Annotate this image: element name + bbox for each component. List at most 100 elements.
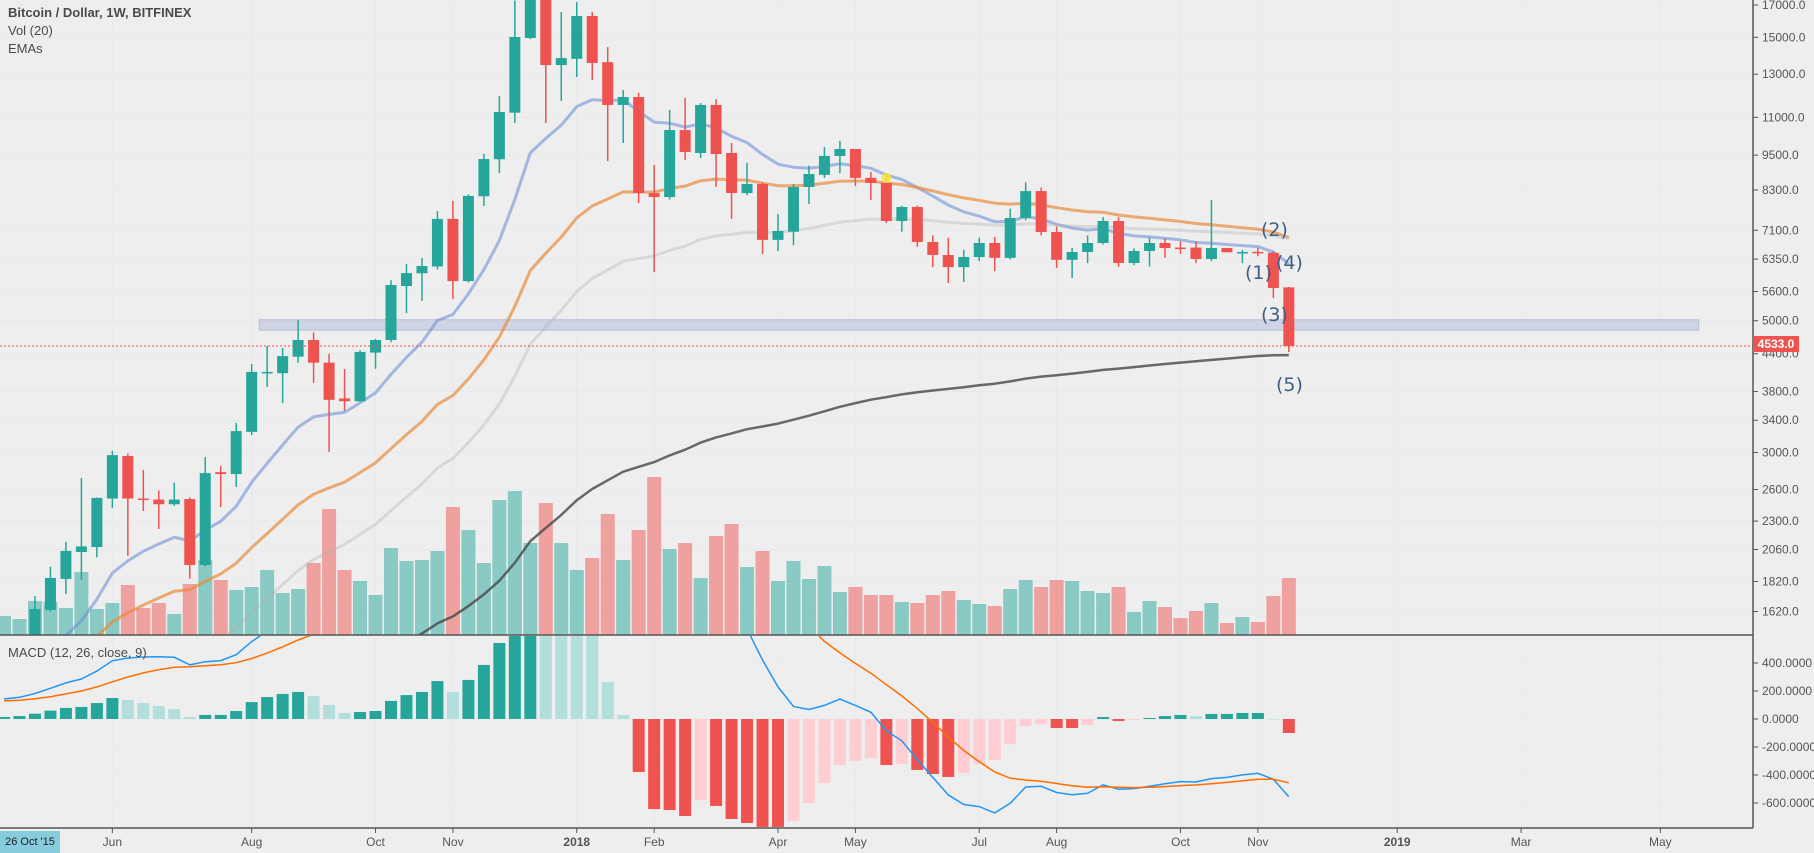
macd-histogram-bar [245, 702, 258, 719]
macd-histogram-bar [1267, 719, 1280, 720]
price-axis[interactable]: 17000.0 15000.0 13000.0 11000.0 9500.0 8300.0… [1753, 0, 1806, 619]
macd-histogram-bar [13, 716, 26, 719]
macd-histogram-bar [663, 719, 676, 810]
macd-histogram-bar [926, 719, 939, 775]
macd-histogram-bar [1035, 719, 1048, 725]
macd-tick-label: 400.0000 [1762, 656, 1812, 670]
ema-indicator-label[interactable]: EMAs [8, 41, 43, 56]
macd-histogram-bar [338, 712, 351, 719]
volume-bar [244, 587, 259, 635]
volume-bar [353, 581, 368, 635]
volume-bar [631, 530, 646, 635]
time-axis[interactable]: Jun Aug Oct Nov 2018 Feb Apr May Jul Aug Oct Nov 201… [103, 828, 1672, 849]
wave-label-1[interactable]: (1) [1245, 262, 1272, 284]
macd-histogram-bar [307, 696, 320, 719]
macd-histogram-bar [493, 642, 506, 719]
macd-histogram-bar [849, 719, 862, 761]
macd-histogram-bar [864, 719, 877, 759]
candle-body [292, 340, 304, 357]
candle-body [555, 58, 567, 66]
candle-body [153, 499, 165, 505]
price-tick-label: 13000.0 [1762, 67, 1806, 81]
candle-body [989, 243, 1001, 258]
wave-label-3[interactable]: (3) [1261, 304, 1288, 326]
time-tick-label: May [1649, 835, 1672, 849]
price-tick-label: 2060.0 [1762, 543, 1799, 557]
candle-body [370, 340, 382, 353]
volume-bar [817, 566, 832, 635]
candle-body [416, 266, 428, 274]
volume-bar [136, 608, 151, 635]
candle-body [726, 152, 738, 193]
volume-bar [662, 549, 677, 635]
macd-histogram-bar [59, 707, 72, 719]
macd-histogram-bar [942, 719, 955, 777]
time-tick-label: Oct [366, 835, 385, 849]
volume-bar [12, 619, 27, 635]
candle-body [1267, 252, 1279, 288]
time-tick-label: 2019 [1384, 835, 1411, 849]
volume-bar [616, 560, 631, 635]
candle-body [323, 362, 335, 400]
last-price-label: 4533.0 [1753, 336, 1799, 352]
macd-tick-label: -600.0000 [1762, 796, 1814, 810]
macd-histogram-bar [90, 703, 103, 719]
volume-bar [523, 543, 538, 635]
volume-bar [74, 572, 89, 635]
volume-bar [755, 551, 770, 635]
candle-body [137, 498, 149, 501]
macd-histogram-bar [911, 719, 924, 770]
macd-histogram-bar [679, 719, 692, 817]
volume-bar [1219, 623, 1234, 635]
candle-body [1097, 220, 1109, 244]
volume-bar [476, 563, 491, 635]
macd-histogram-bar [0, 717, 10, 719]
candle-body [602, 62, 614, 105]
volume-bar [120, 585, 135, 635]
macd-histogram-bar [214, 714, 227, 719]
volume-bar [925, 595, 940, 635]
support-zone[interactable] [258, 319, 1700, 331]
time-tick-label: Mar [1511, 835, 1532, 849]
volume-bar [678, 543, 693, 635]
wave-label-4[interactable]: (4) [1276, 252, 1303, 274]
volume-bar [647, 477, 662, 635]
volume-bar [910, 603, 925, 635]
time-tick-label: 2018 [563, 835, 590, 849]
price-tick-label: 9500.0 [1762, 148, 1799, 162]
price-tick-label: 3000.0 [1762, 446, 1799, 460]
price-tick-label: 17000.0 [1762, 0, 1806, 12]
volume-bar [801, 579, 816, 635]
macd-tick-label: -200.0000 [1762, 740, 1814, 754]
wave-label-5[interactable]: (5) [1276, 374, 1303, 396]
macd-histogram-bar [539, 636, 552, 719]
volume-bar [786, 561, 801, 635]
volume-bar [167, 614, 182, 635]
wave-label-2[interactable]: (2) [1261, 219, 1288, 241]
ema-13-line [64, 98, 1290, 635]
macd-histogram-bar [1174, 714, 1187, 719]
candle-body [849, 148, 861, 178]
candle-body [648, 193, 660, 198]
time-tick-label: Oct [1171, 835, 1190, 849]
macd-histogram-bar [1143, 718, 1156, 719]
symbol-title[interactable]: Bitcoin / Dollar, 1W, BITFINEX [8, 5, 192, 20]
volume-bar [1142, 601, 1157, 635]
macd-histogram-bar [230, 711, 243, 719]
candle-body [571, 16, 583, 59]
volume-bar [198, 560, 213, 635]
macd-histogram-bar [354, 712, 367, 719]
macd-histogram-bar [880, 719, 893, 766]
macd-indicator-label[interactable]: MACD (12, 26, close, 9) [8, 645, 147, 660]
volume-indicator-label[interactable]: Vol (20) [8, 23, 53, 38]
macd-histogram-bar [385, 700, 397, 719]
macd-legend[interactable]: MACD (12, 26, close, 9) [8, 644, 147, 662]
macd-axis[interactable]: 400.0000 200.0000 0.0000 -200.0000 -400.0000… [1753, 656, 1814, 810]
candle-body [1174, 247, 1186, 250]
macd-histogram-bar [1251, 712, 1264, 719]
macd-histogram-bar [741, 719, 754, 824]
volume-bar [600, 514, 615, 635]
candle-body [168, 499, 180, 505]
macd-histogram-bar [75, 706, 88, 719]
